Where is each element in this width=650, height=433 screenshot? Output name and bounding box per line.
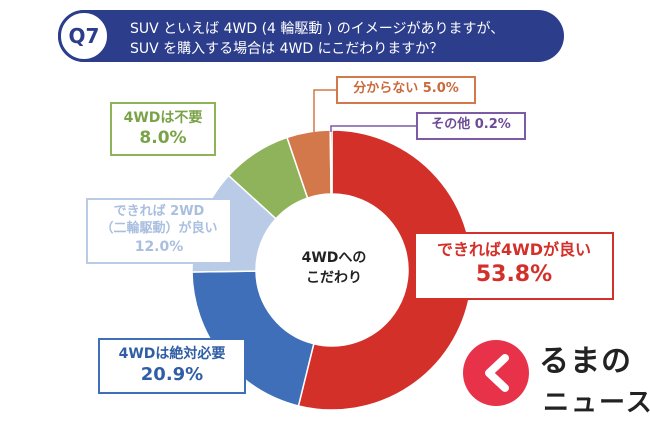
label-must-4wd-name: 4WDは絶対必要 <box>118 346 226 362</box>
label-prefer-4wd-pct: 53.8% <box>475 261 553 287</box>
label-other: その他 0.2% <box>416 112 526 140</box>
donut-slice-1 <box>191 270 315 407</box>
center-label-line-1: 4WDへの <box>301 250 367 266</box>
logo-sub: ニュース <box>543 388 650 418</box>
leader-line-other <box>330 125 416 132</box>
donut-center-label: 4WDへの こだわり <box>279 248 389 289</box>
leader-line-unknown <box>313 89 336 132</box>
donut-slice-5 <box>329 129 333 195</box>
label-prefer-2wd-name-2: （二輪駆動）が良い <box>100 220 218 236</box>
question-badge: Q7 <box>58 10 110 62</box>
question-line-1: SUV といえば 4WD (4 輪駆動 ) のイメージがありますが、 <box>130 21 505 37</box>
question-header: Q7 SUV といえば 4WD (4 輪駆動 ) のイメージがありますが、 SU… <box>58 10 564 62</box>
label-prefer-4wd-name: できれば4WDが良い <box>436 240 592 259</box>
label-no-4wd: 4WDは不要 8.0% <box>110 102 216 156</box>
label-prefer-2wd-pct: 12.0% <box>134 238 184 255</box>
label-no-4wd-name: 4WDは不要 <box>123 110 203 126</box>
logo-name: るまの <box>539 344 632 379</box>
label-prefer-2wd: できれば 2WD （二輪駆動）が良い 12.0% <box>86 198 232 264</box>
label-no-4wd-pct: 8.0% <box>139 128 187 149</box>
chevron-left-icon <box>485 354 509 392</box>
center-label-line-2: こだわり <box>306 270 362 287</box>
label-unknown-text: 分からない 5.0% <box>353 81 459 96</box>
kurumanonews-logo: るまの ニュース <box>463 336 650 428</box>
label-unknown: 分からない 5.0% <box>336 76 476 104</box>
label-must-4wd: 4WDは絶対必要 20.9% <box>98 338 246 394</box>
label-prefer-2wd-name-1: できれば 2WD <box>113 204 205 219</box>
label-must-4wd-pct: 20.9% <box>140 364 204 386</box>
logo-mark <box>463 340 529 406</box>
donut-slice-0 <box>297 129 473 411</box>
question-line-2: SUV を購入する場合は 4WD にこだわりますか？ <box>130 41 444 57</box>
label-other-text: その他 0.2% <box>431 117 511 132</box>
label-prefer-4wd: できれば4WDが良い 53.8% <box>414 232 614 300</box>
